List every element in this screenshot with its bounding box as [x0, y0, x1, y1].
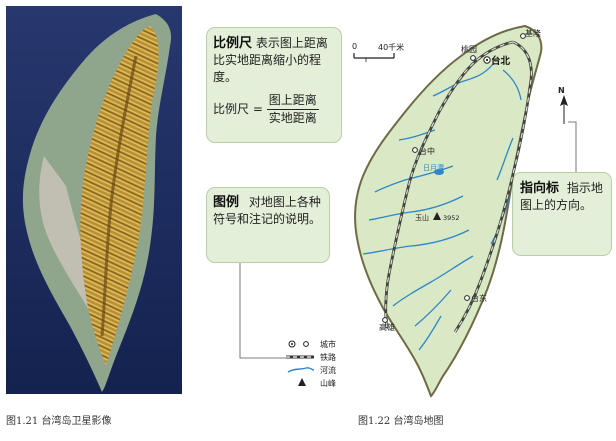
satellite-island-graphic — [6, 6, 182, 394]
taiwan-map: 基隆 桃园 台北 台中 日月潭 玉山 3952 台东 高雄 — [354, 24, 543, 398]
label-taichung: 台中 — [419, 146, 435, 156]
label-keelung: 基隆 — [525, 28, 541, 38]
scale-description: 表示图上距离比实地距离缩小的程度。 — [213, 36, 328, 84]
scale-formula-label: 比例尺 = — [213, 102, 263, 116]
legend-term: 图例 — [213, 195, 240, 210]
legend-label-peak: 山峰 — [320, 379, 336, 388]
legend-label-railway: 铁路 — [320, 353, 336, 362]
scale-end: 40千米 — [378, 43, 405, 52]
scale-numerator: 图上距离 — [266, 92, 319, 110]
scale-denominator: 实地距离 — [268, 111, 317, 125]
scale-zero: 0 — [352, 42, 358, 51]
legend-connector — [239, 263, 286, 359]
yushan-peak-icon — [433, 212, 441, 220]
scale-formula: 比例尺 = 图上距离 实地距离 — [213, 92, 335, 127]
peak-symbol — [298, 378, 306, 386]
legend-label-river: 河流 — [320, 366, 336, 375]
label-yushan-elevation: 3952 — [443, 214, 460, 222]
city-symbol — [288, 340, 309, 348]
legend-label-city: 城市 — [320, 340, 336, 349]
scale-term: 比例尺 — [213, 36, 253, 51]
label-kaohsiung: 高雄 — [379, 322, 395, 332]
railway-inner — [385, 41, 532, 333]
label-sun-moon-lake: 日月潭 — [423, 163, 444, 172]
compass-description: 指示地图上的方向。 — [520, 181, 603, 212]
label-yushan: 玉山 — [415, 213, 429, 222]
city-markers — [382, 33, 526, 323]
compass-callout: 指向标 指示地图上的方向。 — [512, 172, 612, 256]
label-taitung: 台东 — [471, 293, 487, 303]
satellite-caption: 图1.21 台湾岛卫星影像 — [6, 416, 112, 427]
scale-bar — [353, 53, 395, 62]
river-symbol — [287, 367, 315, 373]
label-taipei: 台北 — [491, 55, 511, 67]
north-arrow-icon — [560, 95, 568, 124]
legend-symbols — [286, 340, 315, 386]
legend-description: 对地图上各种符号和注记的说明。 — [213, 195, 322, 226]
scale-fraction: 图上距离 实地距离 — [266, 92, 319, 127]
label-taoyuan: 桃园 — [461, 44, 477, 54]
satellite-image — [6, 6, 182, 394]
compass-term: 指向标 — [520, 181, 560, 196]
north-label: N — [558, 86, 565, 95]
compass-connector — [568, 121, 577, 172]
legend-callout: 图例 对地图上各种符号和注记的说明。 — [206, 187, 330, 263]
sun-moon-lake-shape — [434, 169, 444, 175]
map-caption: 图1.22 台湾岛地图 — [358, 416, 444, 427]
scale-callout: 比例尺 表示图上距离比实地距离缩小的程度。 比例尺 = 图上距离 实地距离 — [206, 27, 342, 143]
